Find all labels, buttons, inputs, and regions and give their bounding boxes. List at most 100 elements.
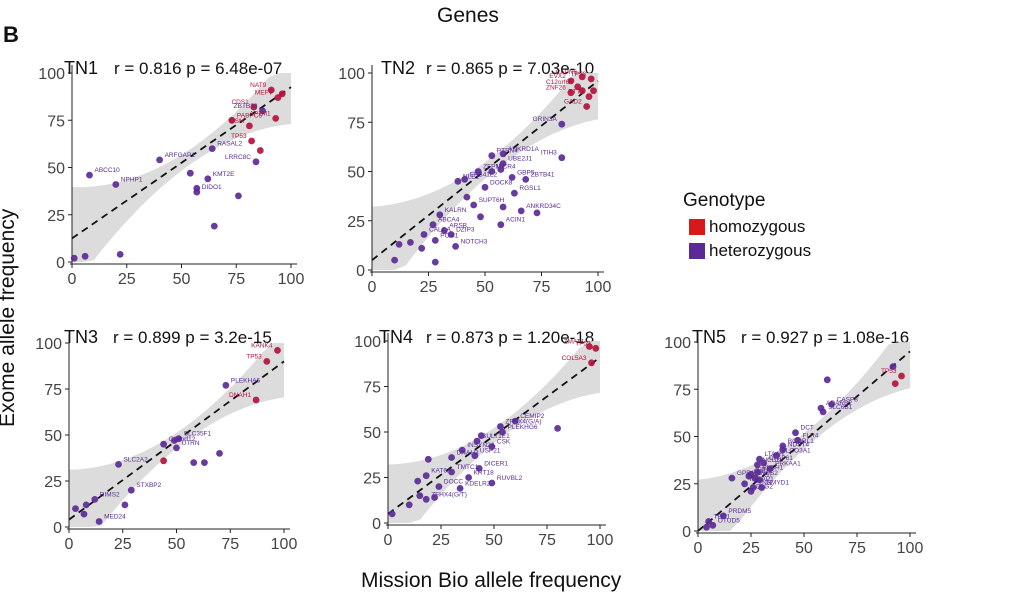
gene-label: CFAP61 xyxy=(769,455,794,462)
gene-label: PRKAA1 xyxy=(775,461,801,468)
data-point xyxy=(889,363,897,370)
data-point xyxy=(452,243,459,250)
panel-tn2: TN2 r = 0.865 p = 7.03e-10 0 25 50 75 100 0 25 50… xyxy=(338,58,611,296)
gene-label: PTPN4 xyxy=(497,148,518,155)
gene-label: OTUD5 xyxy=(718,517,740,524)
data-point xyxy=(488,168,496,175)
gene-label: ANKRD1A xyxy=(508,146,539,153)
gene-label: ZFHX4(G/A) xyxy=(505,419,541,426)
gene-label: UBE2J1 xyxy=(508,156,532,163)
panel-tn4: TN4 r = 0.873 p = 1.20e-18 0 25 50 75 100 0 25 50… xyxy=(354,327,613,549)
y-tick-label: 50 xyxy=(47,161,65,178)
gene-label: MEFV xyxy=(255,90,274,97)
data-point xyxy=(405,501,413,509)
y-tick-label: 75 xyxy=(363,380,381,397)
x-tick-label: 0 xyxy=(65,536,74,553)
data-point xyxy=(499,203,507,211)
data-point xyxy=(267,86,275,94)
gene-label: GRIN3A xyxy=(533,116,558,123)
data-point xyxy=(471,452,479,460)
gene-label: ZMAT1 xyxy=(564,339,585,346)
data-point xyxy=(186,169,194,177)
data-point xyxy=(720,512,727,520)
y-tick-label: 0 xyxy=(682,524,691,541)
y-tick-label: 50 xyxy=(44,428,62,445)
data-point xyxy=(420,231,428,238)
data-point xyxy=(204,175,212,183)
gene-label: KRT18 xyxy=(474,470,494,477)
data-point xyxy=(115,461,122,468)
gene-label: DZIP3 xyxy=(456,227,475,234)
gene-label: SLC6B1 xyxy=(828,404,853,411)
y-tick-label: 0 xyxy=(56,255,65,272)
y-tick-label: 100 xyxy=(38,66,65,83)
data-point xyxy=(431,258,439,266)
data-point xyxy=(470,201,478,209)
data-point xyxy=(454,177,462,185)
gene-label: RASAL2 xyxy=(217,141,242,148)
gene-label: CEMIP2 xyxy=(520,413,545,420)
legend-item-homozygous: homozygous xyxy=(683,215,811,239)
data-point xyxy=(488,443,496,450)
gene-label: DOCK8 xyxy=(490,179,513,186)
gene-label: SLCO3A1 xyxy=(781,447,811,454)
data-point xyxy=(458,446,466,454)
gene-label: FLR4 xyxy=(803,432,819,439)
legend-key-heterozygous xyxy=(689,243,705,259)
x-tick-label: 75 xyxy=(221,536,239,553)
gene-label: RUVBL2 xyxy=(497,475,523,482)
gene-label: SMYD1 xyxy=(767,480,790,487)
gene-label: IFCR4 xyxy=(497,164,516,171)
data-point xyxy=(741,480,748,488)
gene-label: MED24 xyxy=(104,514,126,521)
gene-label: RGSL1 xyxy=(519,185,541,192)
x-tick-label: 75 xyxy=(227,271,245,288)
data-point xyxy=(252,158,260,166)
data-point xyxy=(499,150,507,158)
panel-title: TN1 xyxy=(64,58,98,78)
data-point xyxy=(201,459,208,466)
data-point xyxy=(448,468,455,476)
gene-label: EPB41L2 xyxy=(470,171,498,178)
gene-label: PLEKHG6 xyxy=(508,424,538,431)
data-point xyxy=(760,459,768,467)
data-point xyxy=(497,221,505,229)
y-tick-label: 0 xyxy=(53,520,62,537)
confidence-band xyxy=(69,343,284,527)
data-point xyxy=(533,209,541,217)
data-point xyxy=(112,181,120,188)
data-point xyxy=(274,347,281,354)
y-tick-label: 75 xyxy=(47,113,65,130)
data-point xyxy=(517,207,525,215)
data-point xyxy=(481,183,489,191)
data-point xyxy=(80,510,88,518)
gene-label: AP1M1 xyxy=(249,110,271,117)
gene-label: SLC35F1 xyxy=(184,431,212,438)
gene-label: KANK4 xyxy=(251,342,273,349)
data-point xyxy=(456,485,464,492)
data-point xyxy=(82,501,90,509)
panel-stats: r = 0.927 p = 1.08e-16 xyxy=(741,328,909,347)
y-tick-label: 50 xyxy=(347,165,365,182)
data-point xyxy=(583,103,591,110)
x-tick-label: 0 xyxy=(694,540,703,557)
data-point xyxy=(578,87,586,95)
x-tick-label: 75 xyxy=(848,540,866,557)
figure-title: Genes xyxy=(437,4,499,27)
data-point xyxy=(465,474,472,481)
data-point xyxy=(558,154,566,162)
data-point xyxy=(522,176,530,183)
y-tick-label: 100 xyxy=(35,336,62,353)
data-point xyxy=(72,505,79,512)
legend-label-homozygous: homozygous xyxy=(709,217,806,236)
gene-label: STXBP2 xyxy=(136,482,161,489)
x-tick-label: 0 xyxy=(68,271,77,288)
x-tick-label: 50 xyxy=(795,540,813,557)
data-point xyxy=(272,115,280,122)
data-point xyxy=(388,510,396,518)
y-tick-label: 100 xyxy=(354,334,381,351)
data-point xyxy=(431,237,439,244)
gene-label: KALRN xyxy=(445,207,467,214)
gene-label: CSK xyxy=(497,439,511,446)
